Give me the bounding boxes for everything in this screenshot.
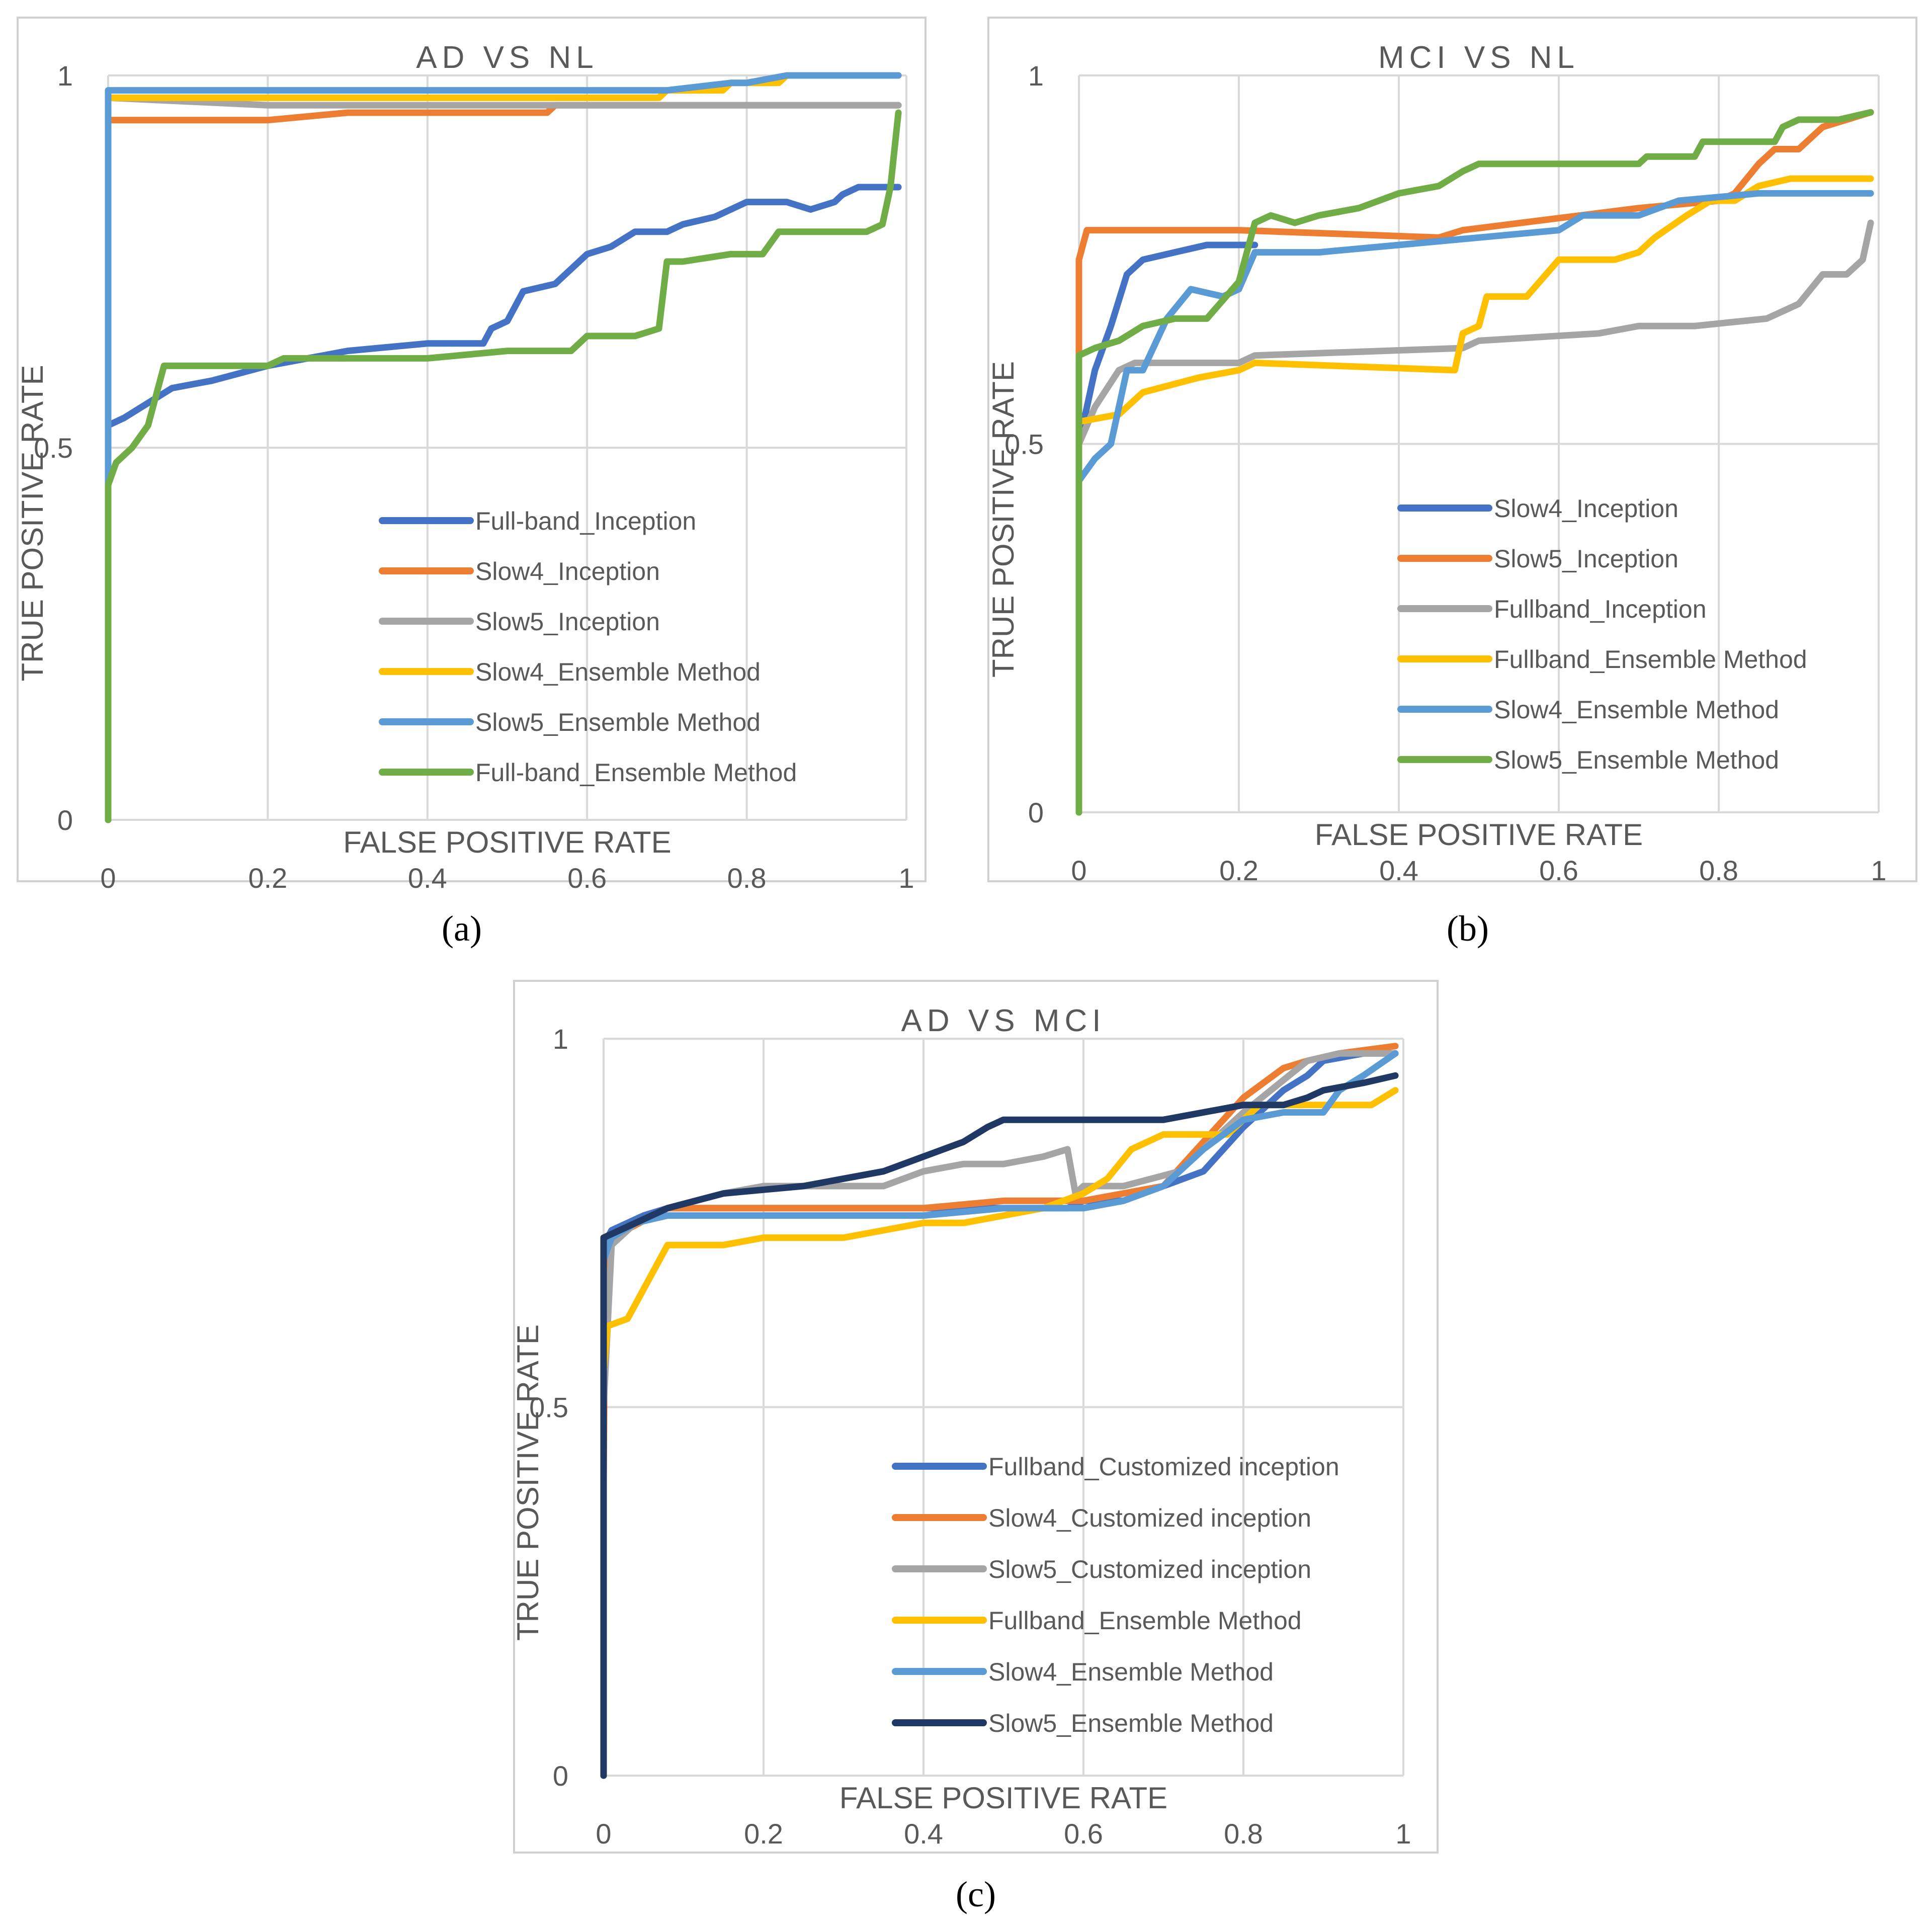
y-tick-label: 0.5 bbox=[529, 1392, 568, 1423]
y-axis-label: TRUE POSITIVE RATE bbox=[511, 1324, 545, 1641]
chart-panel-a: AD VS NL 0 0.2 0.4 0.6 0.8 1 0 0.5 1 FALSE POSITIV… bbox=[16, 17, 927, 894]
y-tick-label: 1 bbox=[57, 60, 73, 92]
x-tick-label: 0.2 bbox=[744, 1818, 783, 1850]
panel-caption-c: (c) bbox=[956, 1874, 996, 1914]
x-tick-label: 0.6 bbox=[1539, 855, 1578, 886]
x-axis-label: FALSE POSITIVE RATE bbox=[839, 1781, 1167, 1815]
chart-legend: Full-band_Inception Slow4_Inception Slow5_… bbox=[379, 507, 797, 787]
chart-legend: Fullband_Customized inception Slow4_Custo… bbox=[892, 1453, 1339, 1737]
legend-label-slow5-ensemble-method: Slow5_Ensemble Method bbox=[988, 1709, 1274, 1737]
chart-title: AD VS NL bbox=[416, 40, 599, 75]
legend-label-slow4-inception: Slow4_Inception bbox=[1494, 494, 1678, 523]
chart-panel-c: AD VS MCI 0 0.2 0.4 0.6 0.8 1 0 0.5 1 FALSE POSITI… bbox=[511, 980, 1439, 1854]
x-tick-label: 0.8 bbox=[727, 862, 767, 894]
legend-label-slow5-ensemble-method: Slow5_Ensemble Method bbox=[1494, 746, 1779, 774]
chart-title: AD VS MCI bbox=[901, 1003, 1106, 1038]
legend-label-full-band-inception: Full-band_Inception bbox=[475, 507, 696, 535]
x-tick-label: 1 bbox=[1871, 855, 1886, 886]
y-tick-label: 0.5 bbox=[1004, 429, 1044, 460]
x-tick-label: 1 bbox=[898, 862, 914, 894]
y-axis-label: TRUE POSITIVE RATE bbox=[16, 365, 49, 682]
x-tick-label: 0 bbox=[100, 862, 116, 894]
panel-caption-a: (a) bbox=[442, 908, 482, 949]
series-line-slow5-ensemble-method bbox=[105, 72, 902, 823]
y-axis-label: TRUE POSITIVE RATE bbox=[986, 361, 1020, 678]
chart-frame-a bbox=[17, 17, 927, 882]
legend-label-slow5-inception: Slow5_Inception bbox=[475, 608, 660, 636]
x-tick-label: 0.2 bbox=[248, 862, 287, 894]
x-tick-label: 0.2 bbox=[1219, 855, 1258, 886]
chart-panel-b: MCI VS NL 0 0.2 0.4 0.6 0.8 1 0 0.5 1 FALSE POSITI… bbox=[986, 17, 1917, 886]
legend-label-fullband-customized-inception: Fullband_Customized inception bbox=[988, 1453, 1339, 1481]
legend-label-slow5-ensemble-method: Slow5_Ensemble Method bbox=[475, 708, 761, 736]
legend-label-fullband-ensemble-method: Fullband_Ensemble Method bbox=[988, 1607, 1302, 1635]
series-line-fullband-inception bbox=[1075, 219, 1874, 816]
series-line-slow5-ensemble-method bbox=[600, 1072, 1399, 1779]
x-tick-label: 0.4 bbox=[408, 862, 447, 894]
x-tick-label: 0 bbox=[1071, 855, 1086, 886]
series-line-slow5-ensemble-method bbox=[1075, 109, 1874, 816]
series-line-slow4-inception bbox=[1075, 241, 1258, 816]
x-tick-label: 0.4 bbox=[1379, 855, 1418, 886]
legend-label-fullband-inception: Fullband_Inception bbox=[1494, 595, 1707, 623]
y-tick-label: 1 bbox=[553, 1023, 568, 1055]
legend-label-slow5-inception: Slow5_Inception bbox=[1494, 545, 1678, 573]
x-tick-label: 0 bbox=[596, 1818, 611, 1850]
y-tick-label: 0 bbox=[1028, 797, 1044, 828]
chart-legend: Slow4_Inception Slow5_Inception Fullband_I… bbox=[1397, 494, 1807, 774]
panel-caption-b: (b) bbox=[1447, 908, 1489, 949]
series-line-full-band-ensemble-method bbox=[105, 109, 902, 823]
y-tick-label: 0.5 bbox=[34, 432, 73, 464]
x-tick-label: 0.8 bbox=[1224, 1818, 1263, 1850]
x-tick-label: 0.8 bbox=[1699, 855, 1738, 886]
x-tick-label: 0.6 bbox=[567, 862, 607, 894]
x-axis-label: FALSE POSITIVE RATE bbox=[1315, 818, 1643, 852]
legend-label-slow4-ensemble-method: Slow4_Ensemble Method bbox=[1494, 696, 1779, 724]
x-tick-label: 0.4 bbox=[904, 1818, 943, 1850]
x-tick-label: 0.6 bbox=[1064, 1818, 1103, 1850]
legend-label-slow5-customized-inception: Slow5_Customized inception bbox=[988, 1555, 1311, 1583]
x-tick-label: 1 bbox=[1395, 1818, 1411, 1850]
series-line-fullband-ensemble-method bbox=[1075, 175, 1874, 816]
legend-label-full-band-ensemble-method: Full-band_Ensemble Method bbox=[475, 759, 797, 787]
legend-label-slow4-inception: Slow4_Inception bbox=[475, 557, 660, 585]
y-tick-label: 1 bbox=[1028, 60, 1044, 92]
y-tick-label: 0 bbox=[57, 804, 73, 836]
series-line-full-band-inception bbox=[105, 184, 902, 823]
x-axis-label: FALSE POSITIVE RATE bbox=[343, 825, 671, 859]
chart-title: MCI VS NL bbox=[1378, 40, 1579, 75]
series-line-slow5-inception bbox=[1075, 109, 1874, 816]
chart-frame-c bbox=[513, 980, 1439, 1854]
y-tick-label: 0 bbox=[553, 1760, 568, 1792]
legend-label-slow4-ensemble-method: Slow4_Ensemble Method bbox=[988, 1658, 1274, 1686]
legend-label-slow4-ensemble-method: Slow4_Ensemble Method bbox=[475, 658, 761, 686]
legend-label-fullband-ensemble-method: Fullband_Ensemble Method bbox=[1494, 645, 1807, 674]
legend-label-slow4-customized-inception: Slow4_Customized inception bbox=[988, 1504, 1311, 1532]
series-line-slow4-ensemble-method bbox=[1075, 190, 1874, 816]
